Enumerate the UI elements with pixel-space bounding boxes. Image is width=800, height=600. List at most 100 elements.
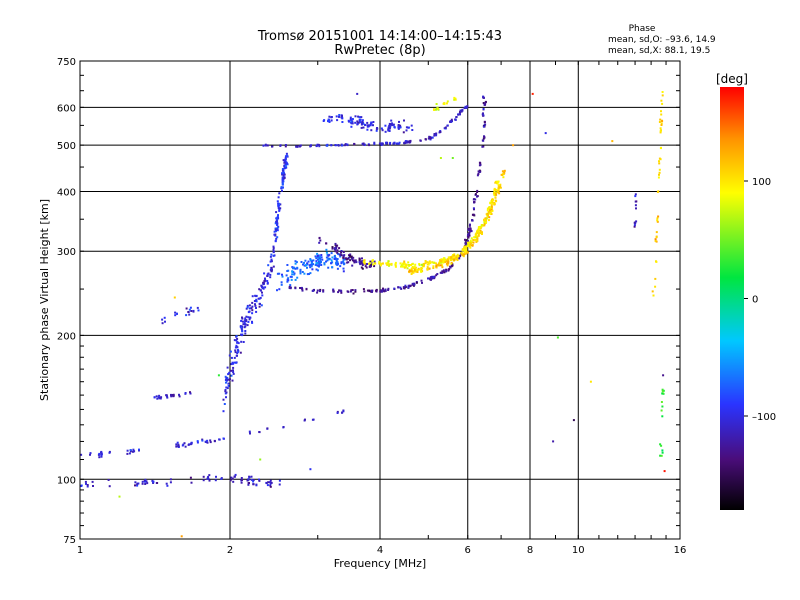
echo-point (481, 233, 483, 235)
echo-point (342, 251, 345, 253)
echo-point (342, 410, 345, 413)
echo-point (296, 276, 299, 279)
echo-point (460, 110, 463, 113)
echo-point (226, 387, 229, 390)
echo-point (493, 189, 496, 192)
echo-point (231, 379, 234, 382)
echo-point (476, 231, 479, 234)
echo-point (108, 485, 111, 488)
echo-point (469, 242, 472, 245)
echo-point (370, 121, 373, 124)
echo-point (476, 174, 479, 177)
echo-point (420, 266, 423, 269)
echo-point (360, 262, 363, 265)
echo-point (373, 265, 376, 268)
echo-point (152, 480, 155, 483)
echo-point (362, 288, 365, 291)
echo-point (496, 182, 499, 185)
echo-point (315, 260, 318, 263)
echo-point (312, 259, 315, 262)
echo-point (258, 431, 261, 434)
echo-point (460, 252, 463, 255)
echo-point (415, 268, 418, 271)
data-points (80, 91, 666, 538)
echo-point (465, 106, 468, 109)
echo-point (347, 290, 350, 293)
echo-point (222, 437, 225, 440)
echo-point (255, 300, 258, 303)
echo-point (660, 99, 663, 102)
echo-point (500, 173, 503, 176)
echo-point (362, 126, 365, 129)
echo-point (272, 251, 275, 254)
echo-point (452, 255, 455, 258)
echo-point (225, 396, 227, 399)
echo-point (141, 480, 144, 483)
echo-point (397, 126, 400, 129)
colorbar-gradient (720, 87, 744, 510)
echo-point (336, 410, 339, 413)
echo-point (255, 307, 257, 309)
echo-point (427, 277, 429, 280)
echo-point (100, 453, 103, 456)
echo-point (315, 262, 318, 265)
echo-point (464, 242, 467, 245)
echo-point (328, 257, 331, 260)
echo-point (281, 183, 284, 186)
echo-point (398, 120, 400, 123)
echo-point (372, 259, 374, 262)
echo-point (494, 192, 497, 195)
echo-point (376, 127, 378, 129)
echo-point (491, 201, 494, 204)
echo-point (249, 316, 251, 319)
echo-point (371, 289, 373, 292)
echo-point (468, 231, 471, 234)
echo-point (659, 130, 662, 133)
echo-point (405, 265, 408, 268)
echo-point (343, 254, 346, 257)
echo-point (316, 289, 319, 292)
echo-point (400, 264, 403, 267)
echo-point (435, 264, 438, 267)
echo-point (334, 250, 337, 253)
echo-point (207, 475, 210, 478)
x-tick-label: 10 (572, 545, 585, 556)
echo-point (272, 245, 275, 248)
echo-point (341, 121, 344, 123)
echo-point (330, 144, 333, 147)
echo-point (323, 119, 326, 122)
echo-point (479, 230, 482, 232)
echo-point (319, 261, 321, 264)
echo-point (483, 221, 486, 224)
echo-point (494, 188, 497, 191)
echo-point (261, 291, 263, 294)
echo-point (285, 152, 288, 155)
echo-point (349, 290, 352, 293)
echo-point (501, 170, 504, 173)
echo-point (225, 391, 228, 394)
echo-point (400, 265, 402, 268)
echo-point (470, 230, 473, 233)
echo-point (405, 129, 408, 132)
echo-point (248, 318, 251, 321)
echo-point (388, 264, 390, 267)
echo-point (487, 219, 490, 222)
echo-point (226, 377, 229, 380)
echo-point (235, 339, 238, 342)
echo-point (235, 361, 238, 364)
echo-point (420, 270, 423, 273)
echo-point (320, 264, 323, 266)
echo-point (118, 495, 121, 498)
echo-point (331, 247, 334, 250)
echo-point (243, 321, 246, 324)
echo-point (281, 275, 284, 278)
echo-point (316, 258, 319, 261)
echo-point (309, 258, 312, 261)
echo-point (433, 133, 436, 135)
echo-point (350, 289, 353, 292)
echo-point (330, 116, 333, 119)
echo-point (132, 448, 135, 451)
echo-point (455, 256, 458, 259)
echo-point (245, 307, 248, 310)
echo-point (342, 270, 345, 273)
